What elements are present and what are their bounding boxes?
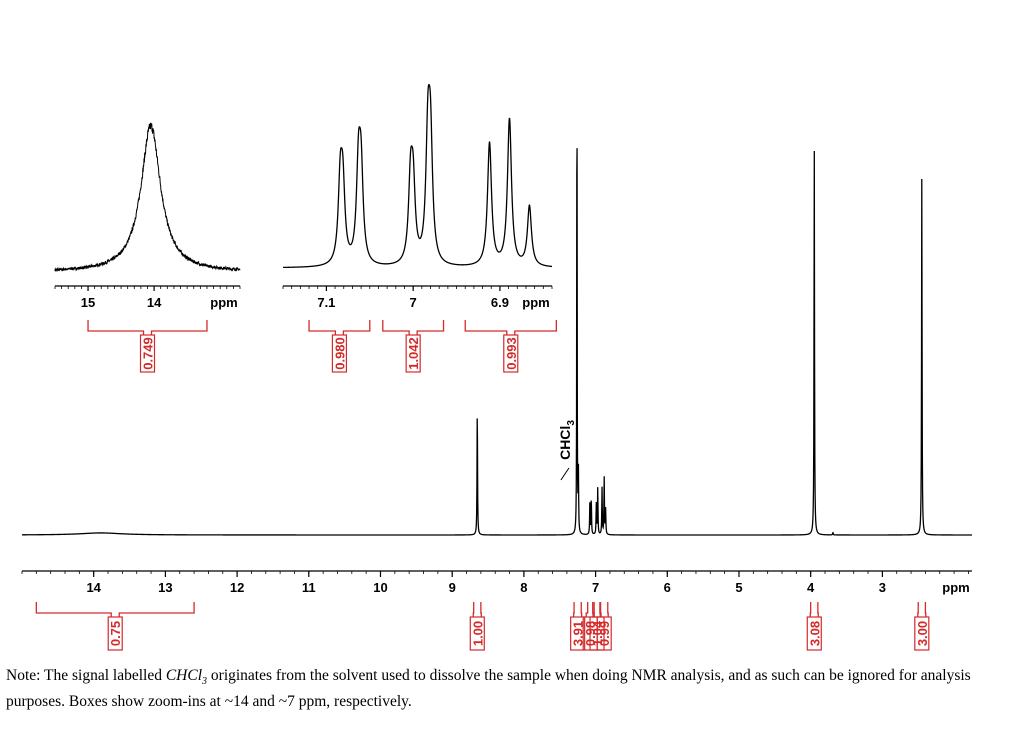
integral-box xyxy=(331,334,348,373)
x-tick-label: 13 xyxy=(158,580,172,595)
integral-box xyxy=(503,334,519,373)
integral-bracket xyxy=(599,602,609,617)
x-tick-label: 5 xyxy=(735,580,742,595)
solvent-label: CHCl3 xyxy=(557,420,577,460)
zoom-14ppm-panel: 15 14 ppm 0.749 xyxy=(54,122,241,373)
x-tick-label: 4 xyxy=(807,580,815,595)
x-tick-label: 7 xyxy=(592,580,599,595)
integral-value: 0.99 xyxy=(597,621,612,646)
note-prefix: Note: The signal labelled xyxy=(6,667,166,684)
x-axis-label: ppm xyxy=(210,295,237,310)
x-axis-label: ppm xyxy=(942,580,969,595)
x-tick-label: 9 xyxy=(449,580,456,595)
x-tick-label: 7 xyxy=(410,295,417,310)
x-tick-label: 11 xyxy=(302,580,316,595)
zoom-7ppm-panel: 7.1 7 6.9 ppm 0.980 1.042 0.993 xyxy=(282,83,557,373)
x-tick-label: 6.9 xyxy=(491,295,509,310)
x-tick-label: 6 xyxy=(664,580,671,595)
spectrum-trace xyxy=(54,122,241,273)
note-solvent: CHCl3 xyxy=(165,667,208,688)
integral-value: 0.749 xyxy=(141,337,156,370)
integral-bracket xyxy=(35,602,195,617)
integral-bracket xyxy=(573,602,583,617)
integral-value: 1.042 xyxy=(406,337,421,370)
integral-bracket xyxy=(472,602,482,617)
spectrum-trace xyxy=(282,83,553,269)
integral-value: 1.00 xyxy=(470,621,485,646)
x-tick-label: 15 xyxy=(81,295,95,310)
integral-box xyxy=(469,616,485,651)
integral-value: 0.980 xyxy=(332,337,347,370)
integral-bracket xyxy=(87,320,208,335)
integral-value: 0.993 xyxy=(504,337,519,370)
integral-value: 3.91 xyxy=(571,621,586,646)
nmr-spectrum-figure: 14 13 12 11 10 9 8 7 6 5 4 3 ppm 0.75 1.00 3.910.98 1.04… xyxy=(21,83,972,651)
x-axis-label: ppm xyxy=(522,295,549,310)
integral-box xyxy=(914,616,930,651)
integral-box xyxy=(596,616,612,651)
integral-bracket xyxy=(464,320,557,335)
x-tick-label: 14 xyxy=(147,295,162,310)
integral-bracket xyxy=(308,320,371,335)
x-tick-label: 8 xyxy=(520,580,527,595)
integral-bracket xyxy=(809,602,819,617)
x-tick-label: 10 xyxy=(373,580,387,595)
integral-value: 3.00 xyxy=(915,621,930,646)
integral-box xyxy=(107,616,123,651)
main-spectrum-panel: 14 13 12 11 10 9 8 7 6 5 4 3 ppm 0.75 1.00 3.910.98 1.04… xyxy=(21,148,972,651)
figure-note: Note: The signal labelled CHCl3 originat… xyxy=(6,666,1016,712)
x-tick-label: 12 xyxy=(230,580,244,595)
x-tick-label: 7.1 xyxy=(317,295,335,310)
integral-value: 0.75 xyxy=(108,621,123,646)
integral-bracket xyxy=(382,320,445,335)
integral-box xyxy=(405,334,421,373)
integral-bracket xyxy=(917,602,927,617)
integral-value: 3.08 xyxy=(807,621,822,646)
integral-box xyxy=(139,334,156,373)
x-tick-label: 14 xyxy=(86,580,101,595)
x-tick-label: 3 xyxy=(879,580,886,595)
solvent-subscript: 3 xyxy=(566,420,577,426)
spectrum-trace xyxy=(22,148,972,536)
integral-box xyxy=(806,616,822,651)
solvent-leader xyxy=(560,467,570,481)
integral-box xyxy=(570,616,586,651)
integral-value: 0.98 xyxy=(583,621,598,646)
note-suffix: originates from the solvent used to diss… xyxy=(6,667,971,711)
